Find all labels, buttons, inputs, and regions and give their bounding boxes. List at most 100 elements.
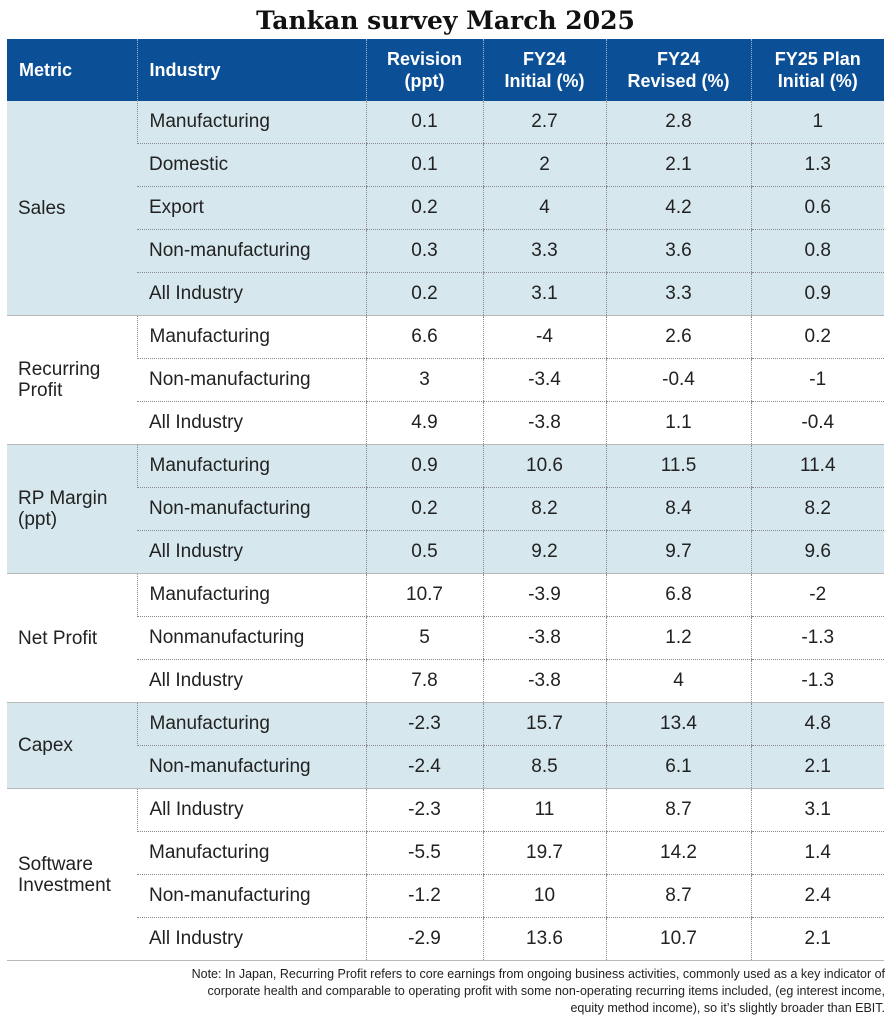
column-header-line: FY24 (522, 49, 567, 69)
chart-title: Tankan survey March 2025 (256, 6, 635, 35)
table-row: Software Investment All Industry -2.3 11 8.7 3… (7, 788, 884, 961)
column-header-revision: Revision (ppt) (365, 39, 483, 101)
metric-cell: Capex (7, 702, 137, 789)
fy25-plan-cell: 2.1 (750, 745, 884, 789)
table-row: Sales Manufacturing 0.1 2.7 2.8 1 (7, 101, 884, 316)
fy24-initial-cell: 10.6 (482, 444, 606, 488)
fy24-initial-cell: 13.6 (482, 917, 606, 961)
table-row: Net Profit Manufacturing 10.7 -3.9 6.8 -2 (7, 573, 884, 703)
fy24-revised-cell: 1.1 (605, 401, 751, 445)
industry-cell: Nonmanufacturing (137, 616, 366, 660)
fy24-revised-cell: 2.6 (605, 315, 751, 359)
fy24-initial-cell: -3.9 (482, 573, 606, 617)
fy24-revised-cell: 8.4 (605, 487, 751, 531)
fy25-plan-cell: 8.2 (750, 487, 884, 531)
revision-cell: -5.5 (365, 831, 483, 875)
footnote: Note: In Japan, Recurring Profit refers … (35, 966, 885, 1017)
table-row: All Industry 7.8 -3.8 4 -1.3 (7, 659, 884, 703)
industry-cell: Non-manufacturing (137, 745, 366, 789)
industry-cell: Manufacturing (136, 444, 366, 488)
fy24-initial-cell: 15.7 (482, 702, 606, 746)
column-header-fy24-revised: FY24 Revised (%) (605, 39, 751, 101)
fy24-revised-cell: 9.7 (605, 530, 751, 574)
column-header-metric: Metric (7, 39, 137, 101)
fy24-revised-cell: 6.1 (605, 745, 751, 789)
metric-cell: RP Margin (ppt) (7, 444, 137, 574)
table-row: Manufacturing -5.5 19.7 14.2 1.4 (7, 831, 884, 875)
revision-cell: 3 (365, 358, 483, 402)
fy24-initial-cell: 8.5 (482, 745, 606, 789)
metric-cell: Net Profit (7, 573, 137, 703)
fy25-plan-cell: -1 (750, 358, 884, 402)
fy24-initial-cell: 2 (482, 143, 606, 187)
fy24-revised-cell: 8.7 (605, 874, 751, 918)
table-body: Sales Manufacturing 0.1 2.7 2.8 1 Domestic 0.1 2… (7, 101, 884, 961)
fy24-initial-cell: 2.7 (482, 101, 606, 144)
fy24-revised-cell: 2.1 (605, 143, 751, 187)
table-row: Export 0.2 4 4.2 0.6 (7, 186, 884, 230)
revision-cell: 0.5 (365, 530, 483, 574)
table-row: All Industry 4.9 -3.8 1.1 -0.4 (7, 401, 884, 445)
fy24-initial-cell: 8.2 (482, 487, 606, 531)
column-header-industry: Industry (136, 39, 366, 101)
header-row: Metric Industry Revision (ppt) FY24 Init… (7, 39, 884, 101)
table-row: Non-manufacturing 0.2 8.2 8.4 8.2 (7, 487, 884, 531)
table-row: Non-manufacturing -1.2 10 8.7 2.4 (7, 874, 884, 918)
revision-cell: 4.9 (365, 401, 483, 445)
metric-label: Software (18, 853, 93, 875)
footnote-line: corporate health and comparable to opera… (207, 984, 885, 998)
column-header-line: FY24 (656, 49, 701, 69)
fy24-initial-cell: 11 (482, 788, 606, 832)
fy25-plan-cell: 2.4 (750, 874, 884, 918)
fy24-revised-cell: 11.5 (605, 444, 751, 488)
industry-cell: Manufacturing (136, 315, 366, 359)
metric-cell: Software Investment (7, 788, 137, 961)
fy24-revised-cell: 6.8 (605, 573, 751, 617)
metric-label: Net Profit (18, 627, 98, 649)
industry-cell: Non-manufacturing (137, 874, 366, 918)
fy24-revised-cell: 13.4 (605, 702, 751, 746)
fy24-revised-cell: 8.7 (605, 788, 751, 832)
table-row: Capex Manufacturing -2.3 15.7 13.4 4.8 (7, 702, 884, 789)
fy25-plan-cell: 11.4 (750, 444, 884, 488)
fy25-plan-cell: 3.1 (750, 788, 884, 832)
table-row: Non-manufacturing -2.4 8.5 6.1 2.1 (7, 745, 884, 789)
industry-cell: All Industry (137, 530, 366, 574)
metric-label: Capex (18, 735, 73, 756)
fy25-plan-cell: 0.9 (750, 272, 884, 316)
revision-cell: -2.3 (365, 788, 483, 832)
revision-cell: 0.1 (365, 143, 483, 187)
fy24-revised-cell: 1.2 (605, 616, 751, 660)
footnote-line: equity method income), so it’s slightly … (570, 1001, 885, 1015)
fy25-plan-cell: 4.8 (750, 702, 884, 746)
fy24-revised-cell: 14.2 (605, 831, 751, 875)
fy24-revised-cell: 2.8 (605, 101, 751, 144)
fy24-initial-cell: -3.8 (482, 401, 606, 445)
fy25-plan-cell: 9.6 (750, 530, 884, 574)
table-row: All Industry 0.2 3.1 3.3 0.9 (7, 272, 884, 316)
fy24-initial-cell: -3.4 (482, 358, 606, 402)
revision-cell: 5 (365, 616, 483, 660)
revision-cell: -2.9 (365, 917, 483, 961)
revision-cell: 7.8 (365, 659, 483, 703)
fy25-plan-cell: -2 (750, 573, 884, 617)
fy24-initial-cell: -3.8 (482, 616, 606, 660)
fy25-plan-cell: 2.1 (750, 917, 884, 961)
table-row: All Industry -2.9 13.6 10.7 2.1 (7, 917, 884, 961)
fy25-plan-cell: 1 (750, 101, 884, 144)
revision-cell: 0.2 (365, 186, 483, 230)
industry-cell: Manufacturing (136, 702, 366, 746)
fy24-revised-cell: 3.6 (605, 229, 751, 273)
table-row: Non-manufacturing 3 -3.4 -0.4 -1 (7, 358, 884, 402)
metric-label: (ppt) (18, 509, 58, 530)
fy25-plan-cell: 1.3 (750, 143, 884, 187)
fy24-revised-cell: 4.2 (605, 186, 751, 230)
industry-cell: Manufacturing (137, 831, 366, 875)
industry-cell: All Industry (137, 659, 366, 703)
industry-cell: All Industry (137, 917, 366, 961)
fy25-plan-cell: -0.4 (750, 401, 884, 445)
industry-cell: All Industry (136, 788, 366, 832)
column-header-line: FY25 Plan (774, 49, 861, 69)
fy24-initial-cell: 19.7 (482, 831, 606, 875)
fy25-plan-cell: 0.8 (750, 229, 884, 273)
